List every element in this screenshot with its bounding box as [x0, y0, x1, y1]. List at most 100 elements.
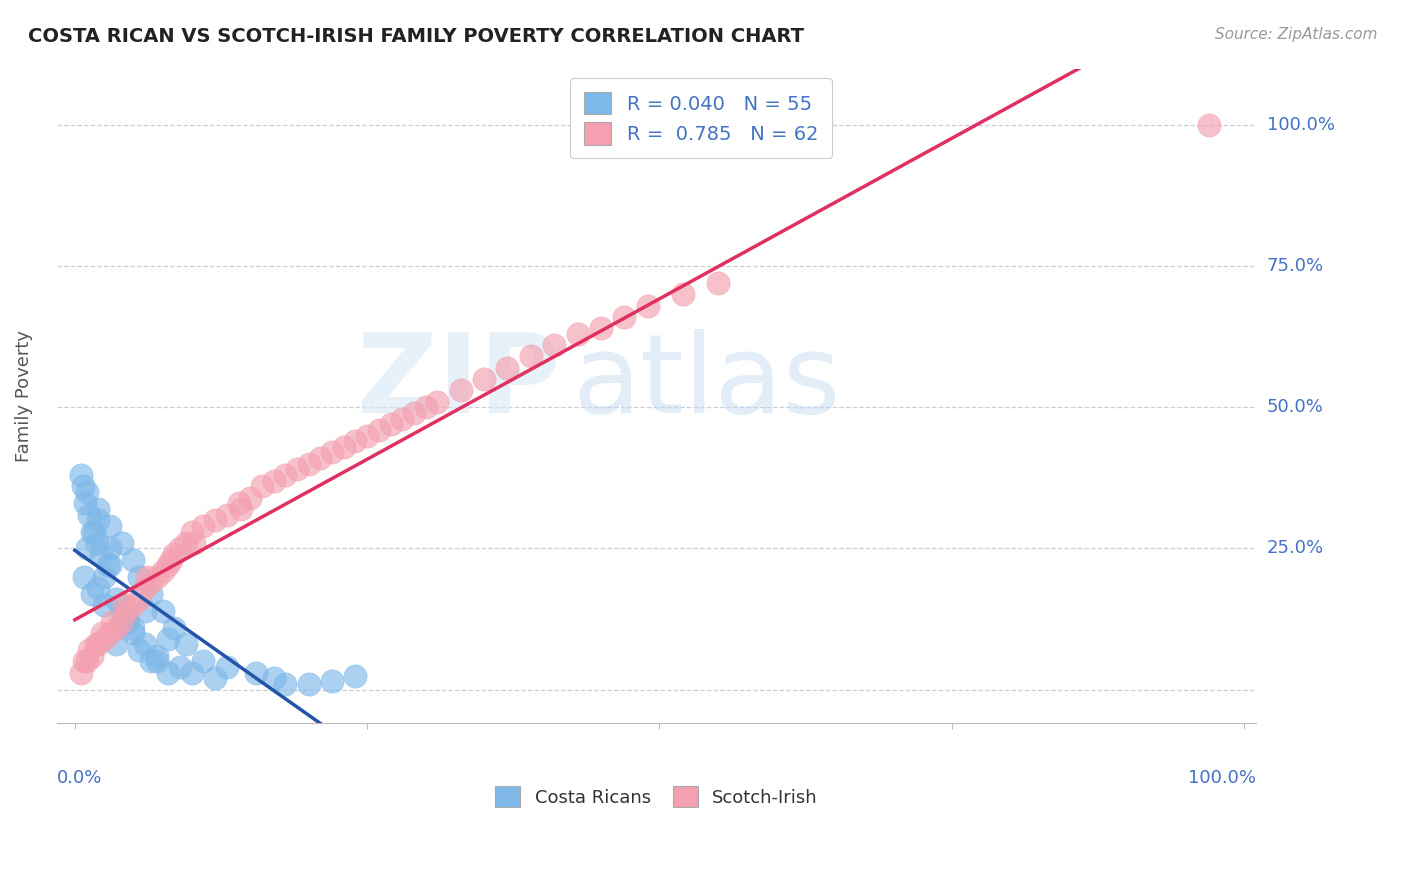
Point	[152, 603, 174, 617]
Point	[76, 541, 98, 556]
Point	[145, 654, 167, 668]
Point	[69, 665, 91, 680]
Point	[82, 587, 104, 601]
Point	[110, 536, 132, 550]
Point	[215, 508, 238, 522]
Point	[117, 609, 139, 624]
Point	[263, 474, 285, 488]
Text: Source: ZipAtlas.com: Source: ZipAtlas.com	[1215, 27, 1378, 42]
Point	[174, 536, 197, 550]
Point	[86, 536, 108, 550]
Point	[589, 321, 612, 335]
Point	[145, 570, 167, 584]
Point	[472, 372, 495, 386]
Point	[84, 637, 107, 651]
Point	[169, 541, 191, 556]
Point	[104, 637, 127, 651]
Text: 50.0%: 50.0%	[1267, 399, 1323, 417]
Text: atlas: atlas	[572, 329, 841, 436]
Point	[285, 462, 308, 476]
Point	[128, 592, 150, 607]
Point	[75, 496, 97, 510]
Point	[139, 575, 162, 590]
Point	[263, 671, 285, 685]
Point	[76, 654, 98, 668]
Point	[98, 519, 121, 533]
Point	[496, 360, 519, 375]
Point	[76, 485, 98, 500]
Point	[215, 660, 238, 674]
Point	[82, 524, 104, 539]
Point	[239, 491, 262, 505]
Point	[426, 394, 449, 409]
Y-axis label: Family Poverty: Family Poverty	[15, 330, 32, 462]
Text: 75.0%: 75.0%	[1267, 257, 1324, 275]
Point	[112, 598, 135, 612]
Point	[93, 598, 115, 612]
Text: 0.0%: 0.0%	[58, 769, 103, 788]
Point	[110, 615, 132, 629]
Point	[672, 287, 695, 301]
Point	[87, 502, 110, 516]
Point	[98, 558, 121, 573]
Point	[157, 665, 180, 680]
Point	[98, 541, 121, 556]
Point	[82, 648, 104, 663]
Point	[180, 524, 202, 539]
Point	[356, 428, 378, 442]
Point	[73, 570, 96, 584]
Point	[163, 547, 186, 561]
Point	[69, 468, 91, 483]
Point	[1198, 118, 1220, 132]
Legend: Costa Ricans, Scotch-Irish: Costa Ricans, Scotch-Irish	[481, 772, 832, 822]
Point	[344, 668, 367, 682]
Text: 100.0%: 100.0%	[1188, 769, 1256, 788]
Point	[228, 496, 250, 510]
Point	[344, 434, 367, 449]
Point	[117, 603, 139, 617]
Point	[163, 620, 186, 634]
Point	[180, 665, 202, 680]
Point	[245, 665, 267, 680]
Point	[159, 553, 181, 567]
Point	[157, 558, 180, 573]
Point	[415, 401, 437, 415]
Point	[321, 445, 343, 459]
Point	[77, 508, 100, 522]
Point	[157, 632, 180, 646]
Point	[298, 677, 321, 691]
Text: COSTA RICAN VS SCOTCH-IRISH FAMILY POVERTY CORRELATION CHART: COSTA RICAN VS SCOTCH-IRISH FAMILY POVER…	[28, 27, 804, 45]
Point	[87, 581, 110, 595]
Point	[73, 654, 96, 668]
Point	[122, 553, 145, 567]
Point	[90, 626, 112, 640]
Point	[250, 479, 273, 493]
Point	[274, 468, 297, 483]
Point	[104, 620, 127, 634]
Point	[309, 451, 332, 466]
Point	[117, 615, 139, 629]
Point	[139, 587, 162, 601]
Point	[567, 326, 589, 341]
Point	[122, 598, 145, 612]
Point	[183, 536, 205, 550]
Point	[134, 637, 156, 651]
Point	[128, 570, 150, 584]
Point	[128, 643, 150, 657]
Point	[152, 564, 174, 578]
Point	[367, 423, 389, 437]
Point	[134, 581, 156, 595]
Point	[204, 513, 226, 527]
Point	[174, 637, 197, 651]
Point	[104, 592, 127, 607]
Point	[136, 570, 159, 584]
Point	[274, 677, 297, 691]
Point	[332, 440, 354, 454]
Point	[707, 276, 730, 290]
Point	[122, 626, 145, 640]
Text: 25.0%: 25.0%	[1267, 540, 1324, 558]
Point	[110, 603, 132, 617]
Text: ZIP: ZIP	[357, 329, 561, 436]
Point	[613, 310, 636, 324]
Point	[543, 338, 565, 352]
